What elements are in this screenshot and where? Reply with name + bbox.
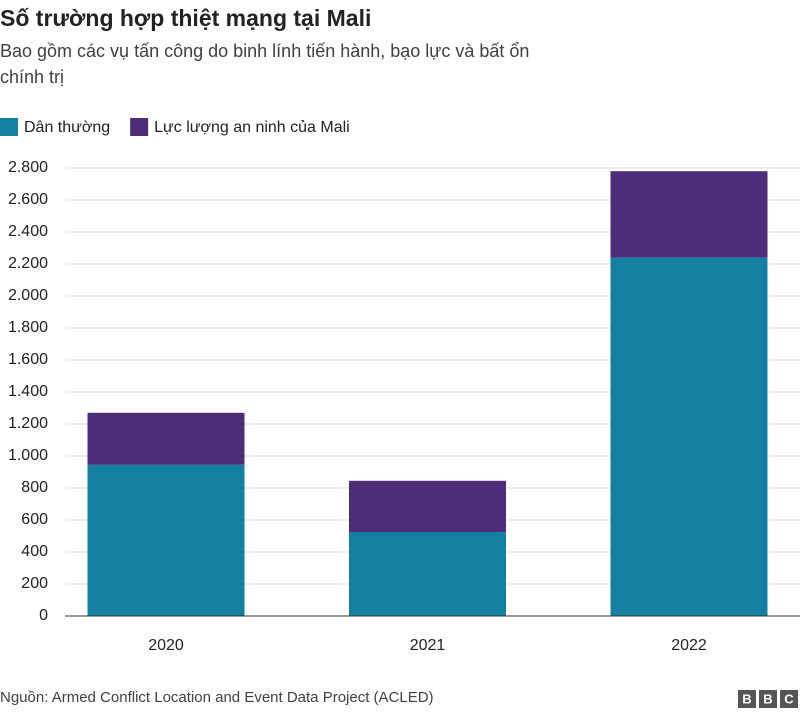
legend-swatch [130, 118, 149, 136]
x-tick-label: 2022 [671, 637, 707, 654]
y-tick-label: 2.800 [8, 159, 48, 176]
bar [610, 257, 768, 616]
subtitle: Bao gồm các vụ tấn công do binh lính tiế… [0, 41, 529, 61]
bar [610, 171, 768, 258]
y-tick-label: 2.200 [8, 255, 48, 272]
y-tick-label: 2.400 [8, 223, 48, 240]
bar [349, 532, 506, 616]
chart-title: Số trường hợp thiệt mạng tại Mali [0, 5, 371, 31]
bar [87, 464, 245, 616]
y-tick-label: 2.000 [8, 287, 48, 304]
logo-letter: B [763, 691, 772, 706]
logo-box [738, 690, 756, 708]
x-tick-label: 2021 [410, 637, 446, 654]
logo-letter: B [742, 691, 751, 706]
logo-box [759, 690, 777, 708]
logo-box [780, 690, 798, 708]
y-tick-label: 0 [39, 607, 48, 624]
x-tick-label: 2020 [148, 637, 184, 654]
y-tick-label: 400 [21, 543, 48, 560]
y-tick-label: 2.600 [8, 191, 48, 208]
y-tick-label: 1.200 [8, 415, 48, 432]
y-tick-label: 600 [21, 511, 48, 528]
legend-label: Dân thường [24, 119, 110, 136]
y-tick-label: 200 [21, 575, 48, 592]
source: Nguồn: Armed Conflict Location and Event… [0, 689, 434, 706]
bar [87, 412, 245, 465]
y-tick-label: 1.600 [8, 351, 48, 368]
y-tick-label: 1.000 [8, 447, 48, 464]
y-tick-label: 800 [21, 479, 48, 496]
y-tick-label: 1.800 [8, 319, 48, 336]
subtitle: chính trị [0, 67, 64, 87]
bar [349, 480, 506, 532]
legend-label: Lực lượng an ninh của Mali [154, 119, 350, 136]
y-tick-label: 1.400 [8, 383, 48, 400]
legend-swatch [0, 118, 18, 136]
logo-letter: C [784, 691, 794, 706]
